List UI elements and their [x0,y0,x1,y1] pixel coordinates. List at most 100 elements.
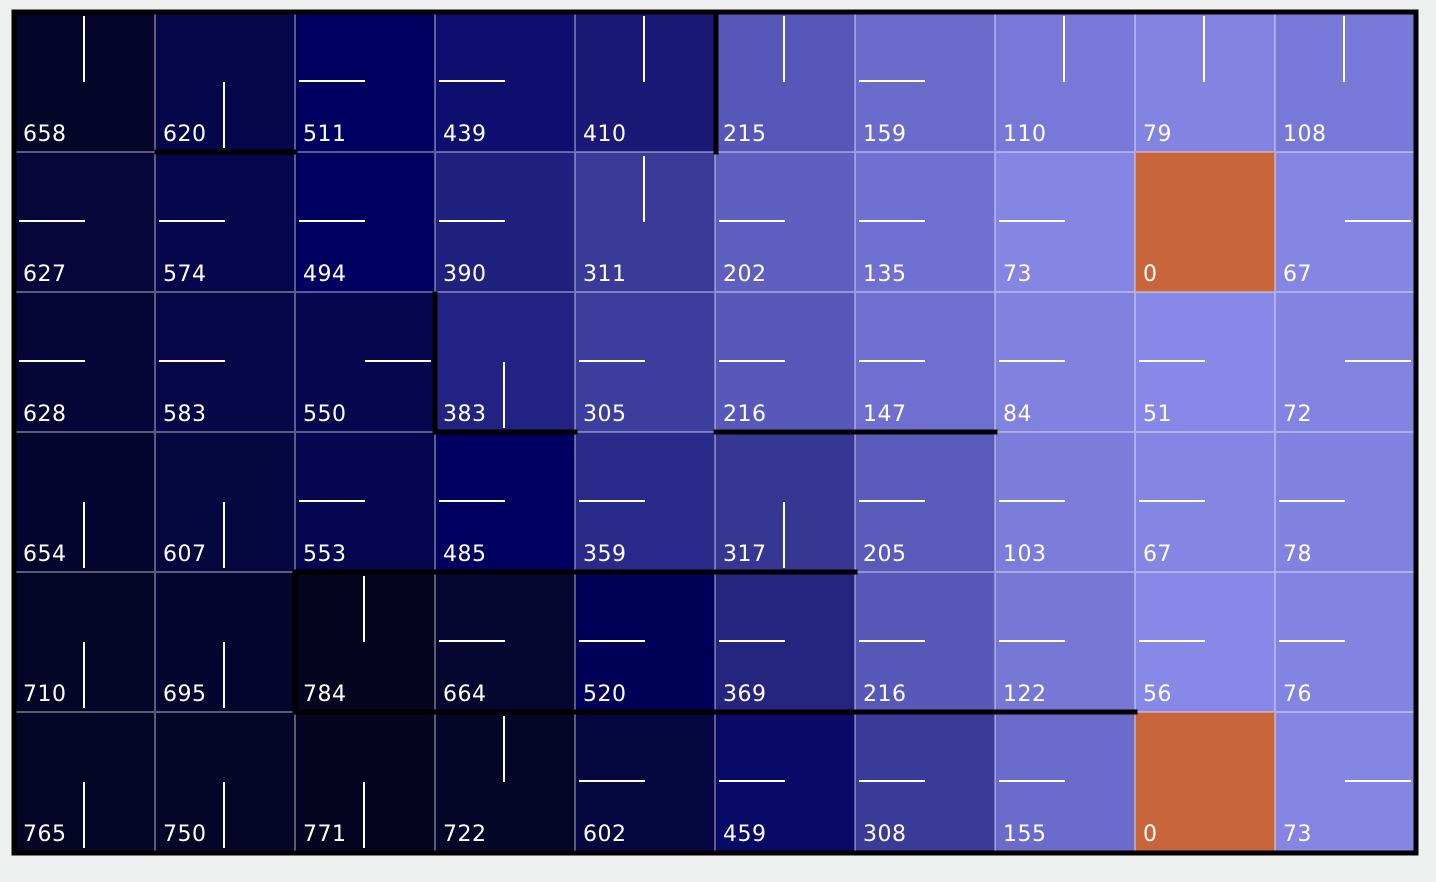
cell-value: 159 [863,122,907,147]
cell-value: 765 [23,822,67,847]
arrow-left-icon [439,640,505,642]
grid-cell-r0-c6[interactable]: 159 [855,12,995,152]
cell-value: 628 [23,402,67,427]
grid-cell-r2-c9[interactable]: 72 [1275,292,1415,432]
cell-value: 485 [443,542,487,567]
grid-cell-r4-c3[interactable]: 664 [435,572,575,712]
grid-cell-r0-c3[interactable]: 439 [435,12,575,152]
arrow-left-icon [999,220,1065,222]
grid-cell-r5-c0[interactable]: 765 [15,712,155,852]
grid-cell-r2-c0[interactable]: 628 [15,292,155,432]
arrow-left-icon [1139,640,1205,642]
arrow-down-icon [83,502,85,568]
grid-cell-r0-c8[interactable]: 79 [1135,12,1275,152]
grid-cell-r4-c5[interactable]: 369 [715,572,855,712]
cell-value: 202 [723,262,767,287]
cell-value: 79 [1143,122,1172,147]
grid-cell-r4-c8[interactable]: 56 [1135,572,1275,712]
grid-cell-r1-c9[interactable]: 67 [1275,152,1415,292]
grid-cell-r3-c8[interactable]: 67 [1135,432,1275,572]
grid-cell-r0-c9[interactable]: 108 [1275,12,1415,152]
cell-value: 658 [23,122,67,147]
grid-cell-r5-c8[interactable]: 0 [1135,712,1275,852]
grid-cell-r3-c7[interactable]: 103 [995,432,1135,572]
arrow-left-icon [299,220,365,222]
grid-cell-r3-c2[interactable]: 553 [295,432,435,572]
grid-cell-r4-c9[interactable]: 76 [1275,572,1415,712]
grid-cell-r5-c6[interactable]: 308 [855,712,995,852]
grid-cell-r2-c1[interactable]: 583 [155,292,295,432]
grid-cell-r3-c1[interactable]: 607 [155,432,295,572]
grid-cell-r4-c1[interactable]: 695 [155,572,295,712]
arrow-left-icon [1279,500,1345,502]
grid-cell-r1-c1[interactable]: 574 [155,152,295,292]
cell-value: 607 [163,542,207,567]
grid-cell-r2-c7[interactable]: 84 [995,292,1135,432]
arrow-left-icon [19,360,85,362]
arrow-up-icon [783,16,785,82]
grid-cell-r5-c5[interactable]: 459 [715,712,855,852]
cell-value: 305 [583,402,627,427]
grid-cell-r1-c7[interactable]: 73 [995,152,1135,292]
grid-cell-r5-c3[interactable]: 722 [435,712,575,852]
arrow-left-icon [1139,500,1205,502]
arrow-right-icon [1345,360,1411,362]
grid-cell-r1-c2[interactable]: 494 [295,152,435,292]
grid-cell-r1-c0[interactable]: 627 [15,152,155,292]
grid-cell-r5-c4[interactable]: 602 [575,712,715,852]
grid-cell-r3-c6[interactable]: 205 [855,432,995,572]
grid-cell-r5-c1[interactable]: 750 [155,712,295,852]
grid-cell-r2-c8[interactable]: 51 [1135,292,1275,432]
arrow-left-icon [719,640,785,642]
cell-value: 710 [23,682,67,707]
grid-cell-r3-c5[interactable]: 317 [715,432,855,572]
arrow-right-icon [1345,780,1411,782]
value-grid-board: 658 620 511 439 410 215 159 110 79 108 627 574 494 39… [15,12,1415,852]
grid-cell-r0-c2[interactable]: 511 [295,12,435,152]
grid-cell-r0-c4[interactable]: 410 [575,12,715,152]
cell-value: 0 [1143,262,1158,287]
grid-cell-r4-c6[interactable]: 216 [855,572,995,712]
grid-cell-r4-c4[interactable]: 520 [575,572,715,712]
cell-value: 359 [583,542,627,567]
arrow-left-icon [859,360,925,362]
cell-value: 583 [163,402,207,427]
cell-value: 108 [1283,122,1327,147]
grid-cell-r3-c9[interactable]: 78 [1275,432,1415,572]
grid-cell-r5-c2[interactable]: 771 [295,712,435,852]
grid-cell-r3-c3[interactable]: 485 [435,432,575,572]
cell-value: 67 [1283,262,1312,287]
grid-cell-r4-c2[interactable]: 784 [295,572,435,712]
cell-value: 72 [1283,402,1312,427]
grid-cell-r1-c8[interactable]: 0 [1135,152,1275,292]
cell-value: 308 [863,822,907,847]
grid-cell-r0-c1[interactable]: 620 [155,12,295,152]
grid-cell-r2-c5[interactable]: 216 [715,292,855,432]
grid-cell-r3-c4[interactable]: 359 [575,432,715,572]
arrow-left-icon [999,780,1065,782]
cell-value: 654 [23,542,67,567]
grid-cell-r5-c9[interactable]: 73 [1275,712,1415,852]
arrow-left-icon [1139,360,1205,362]
arrow-left-icon [859,500,925,502]
grid-cell-r2-c3[interactable]: 383 [435,292,575,432]
grid-cell-r3-c0[interactable]: 654 [15,432,155,572]
grid-cell-r0-c5[interactable]: 215 [715,12,855,152]
grid-cell-r1-c4[interactable]: 311 [575,152,715,292]
grid-cell-r2-c2[interactable]: 550 [295,292,435,432]
grid-cell-r2-c4[interactable]: 305 [575,292,715,432]
grid-cell-r1-c6[interactable]: 135 [855,152,995,292]
cell-value: 574 [163,262,207,287]
arrow-down-icon [223,782,225,848]
cell-value: 627 [23,262,67,287]
cell-value: 317 [723,542,767,567]
grid-cell-r0-c7[interactable]: 110 [995,12,1135,152]
grid-cell-r1-c3[interactable]: 390 [435,152,575,292]
grid-cell-r5-c7[interactable]: 155 [995,712,1135,852]
grid-cell-r4-c7[interactable]: 122 [995,572,1135,712]
cell-value: 122 [1003,682,1047,707]
grid-cell-r1-c5[interactable]: 202 [715,152,855,292]
grid-cell-r4-c0[interactable]: 710 [15,572,155,712]
grid-cell-r0-c0[interactable]: 658 [15,12,155,152]
grid-cell-r2-c6[interactable]: 147 [855,292,995,432]
